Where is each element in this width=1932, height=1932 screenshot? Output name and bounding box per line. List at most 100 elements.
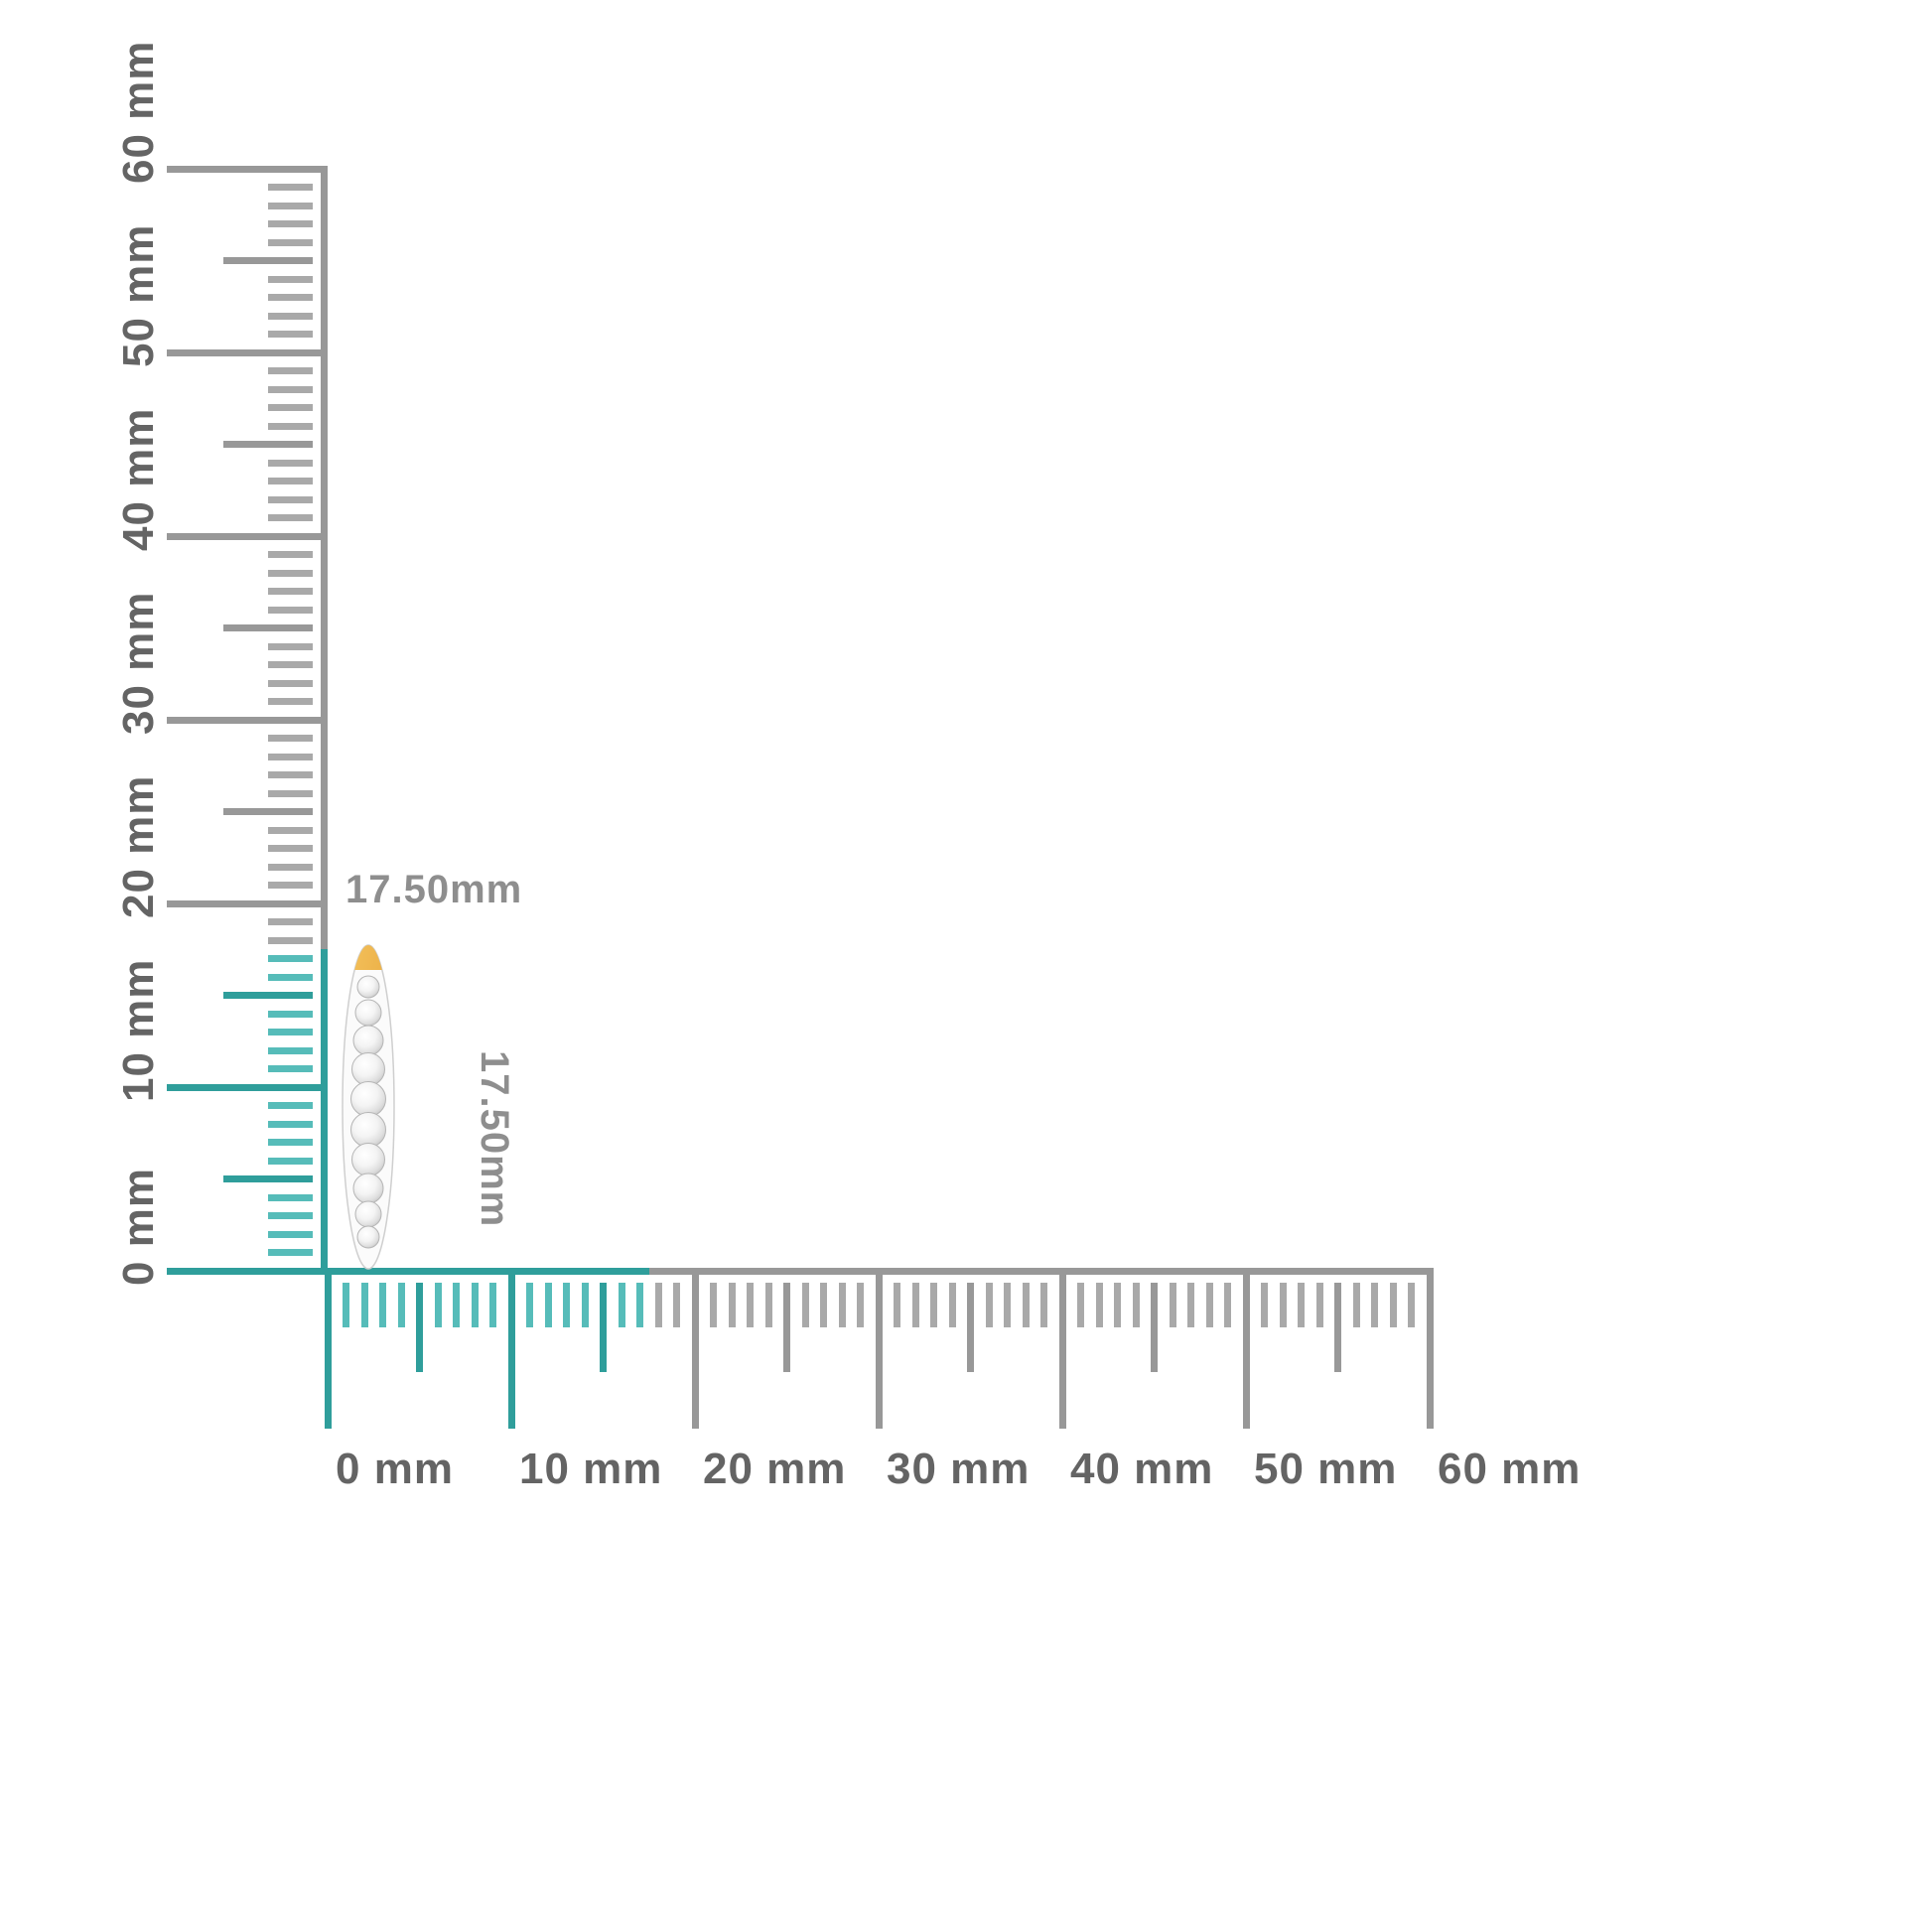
v-ruler-label-10mm: 10 mm [114,958,163,1102]
ruler-tick [967,1282,974,1372]
ruler-tick [875,1274,883,1429]
ruler-tick [167,532,321,540]
width-measurement-label: 17.50mm [345,868,523,911]
ruler-tick [167,716,321,724]
ruler-tick [268,753,313,760]
ruler-tick [691,1274,699,1429]
ruler-tick [1261,1282,1268,1327]
ruler-tick [167,1267,321,1275]
ruler-tick [268,551,313,558]
ruler-tick [268,495,313,503]
h-ruler-label-40mm: 40 mm [1070,1445,1214,1493]
ruler-tick [1352,1282,1360,1327]
v-ruler-label-30mm: 30 mm [114,591,163,735]
ruler-tick [673,1282,680,1327]
gold-cap [354,945,382,970]
ruler-tick [911,1282,919,1327]
ruler-tick [268,1193,313,1201]
ruler-tick [268,1029,313,1035]
ruler-tick [710,1282,717,1327]
ruler-tick [268,1010,313,1018]
ruler-tick [268,331,313,338]
ruler-tick [268,184,313,191]
ruler-tick [1058,1274,1066,1429]
ruler-tick [268,845,313,852]
ruler-tick [268,918,313,925]
ruler-tick [747,1282,754,1327]
ruler-tick [268,1249,313,1256]
ruler-tick [223,1175,313,1182]
ruler-tick [268,679,313,687]
ruler-tick [268,642,313,650]
ruler-tick [563,1282,570,1327]
ruler-tick [397,1282,405,1327]
ruler-tick [600,1282,607,1372]
height-measurement-label: 17.50mm [473,1050,516,1228]
ruler-tick [1004,1282,1011,1327]
ruler-tick [268,735,313,742]
ruler-tick [268,422,313,430]
ruler-tick [167,165,321,173]
ruler-tick [268,606,313,614]
ruler-tick [1022,1282,1030,1327]
ruler-tick [636,1282,643,1327]
ruler-tick [1334,1282,1341,1372]
ruler-tick [268,1046,313,1054]
ruler-tick [1040,1282,1047,1327]
ruler-tick [223,992,313,999]
ruler-tick [268,1102,313,1109]
ruler-tick [1224,1282,1231,1327]
ruler-tick [223,808,313,815]
v-ruler-label-60mm: 60 mm [114,40,163,184]
ruler-tick [728,1282,736,1327]
ruler-tick [268,771,313,778]
diamond-stones [350,975,386,1249]
ruler-tick [654,1282,662,1327]
ruler-tick [1389,1282,1397,1327]
ruler-tick [268,955,313,962]
ruler-tick [268,1157,313,1165]
vertical-ruler-line-gray [321,165,328,950]
ruler-tick [223,441,313,448]
ruler-tick [167,899,321,907]
ruler-tick [268,459,313,467]
ruler-tick [343,1282,349,1327]
ruler-tick [783,1282,790,1372]
ruler-tick [453,1282,460,1327]
ruler-tick [268,1065,313,1072]
v-ruler-label-20mm: 20 mm [114,774,163,918]
ruler-tick [489,1282,496,1327]
ruler-tick [268,478,313,484]
ruler-tick [324,1274,332,1429]
h-ruler-label-30mm: 30 mm [887,1445,1031,1493]
ruler-tick [167,1083,321,1091]
ruler-tick [268,936,313,944]
ruler-tick [1298,1282,1305,1327]
ruler-tick [379,1282,386,1327]
ruler-tick [268,1139,313,1146]
ruler-tick [948,1282,956,1327]
ruler-tick [1095,1282,1103,1327]
ruler-tick [1187,1282,1194,1327]
ruler-tick [801,1282,809,1327]
ruler-tick [1114,1282,1121,1327]
ruler-tick [1077,1282,1084,1327]
h-ruler-label-60mm: 60 mm [1438,1445,1582,1493]
ruler-tick [1132,1282,1140,1327]
ruler-tick [820,1282,827,1327]
ruler-tick [857,1282,864,1327]
ruler-tick [1371,1282,1378,1327]
h-ruler-label-10mm: 10 mm [519,1445,663,1493]
ruler-tick [581,1282,589,1327]
ruler-tick [526,1282,533,1327]
ruler-tick [268,275,313,283]
ruler-tick [930,1282,937,1327]
earring-product-image [340,943,397,1271]
horizontal-ruler-line-teal [321,1267,649,1275]
ruler-tick [1242,1274,1250,1429]
diamond-earring-graphic [342,944,395,1270]
ruler-tick [1151,1282,1158,1372]
h-ruler-label-50mm: 50 mm [1254,1445,1398,1493]
ruler-tick [764,1282,772,1327]
